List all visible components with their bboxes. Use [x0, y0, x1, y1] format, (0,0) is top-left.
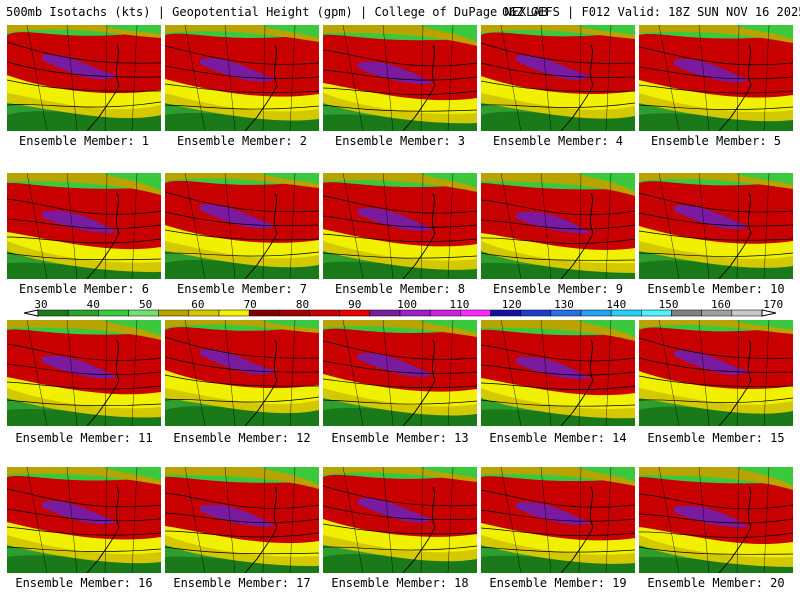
ensemble-member-map [639, 467, 793, 573]
legend-tick-label: 150 [658, 298, 679, 311]
ensemble-member-label: Ensemble Member: 19 [489, 576, 627, 590]
ensemble-member-map [7, 25, 161, 131]
legend-tick-label: 110 [449, 298, 470, 311]
legend-tick-label: 70 [243, 298, 257, 311]
ensemble-member-map [323, 320, 477, 426]
ensemble-member-map [639, 25, 793, 131]
ensemble-member-map [639, 320, 793, 426]
header-right-title: 06Z GEFS | F012 Valid: 18Z SUN NOV 16 20… [502, 5, 800, 19]
legend-tick-label: 100 [397, 298, 418, 311]
ensemble-member-label: Ensemble Member: 20 [647, 576, 785, 590]
legend-tick-label: 60 [191, 298, 205, 311]
ensemble-member-label: Ensemble Member: 11 [15, 431, 153, 445]
ensemble-member-label: Ensemble Member: 6 [18, 282, 150, 296]
legend-tick-label: 90 [348, 298, 362, 311]
ensemble-member-map [481, 467, 635, 573]
ensemble-member-map [481, 173, 635, 279]
ensemble-member-label: Ensemble Member: 13 [331, 431, 469, 445]
ensemble-member-map [481, 25, 635, 131]
legend-tick-label: 120 [501, 298, 522, 311]
ensemble-member-label: Ensemble Member: 15 [647, 431, 785, 445]
ensemble-member-label: Ensemble Member: 2 [176, 134, 308, 148]
ensemble-member-map [7, 173, 161, 279]
ensemble-member-label: Ensemble Member: 4 [492, 134, 624, 148]
legend-tick-label: 140 [606, 298, 627, 311]
ensemble-member-map [481, 320, 635, 426]
legend-tick-label: 160 [710, 298, 731, 311]
ensemble-member-map [323, 25, 477, 131]
ensemble-member-map [7, 467, 161, 573]
ensemble-member-map [165, 25, 319, 131]
ensemble-member-map [7, 320, 161, 426]
ensemble-member-map [639, 173, 793, 279]
ensemble-member-map [165, 320, 319, 426]
ensemble-member-label: Ensemble Member: 14 [489, 431, 627, 445]
ensemble-member-label: Ensemble Member: 7 [176, 282, 308, 296]
legend-max-arrow [761, 309, 777, 317]
legend-tick-label: 170 [763, 298, 784, 311]
ensemble-member-label: Ensemble Member: 1 [18, 134, 150, 148]
ensemble-member-label: Ensemble Member: 16 [15, 576, 153, 590]
ensemble-member-map [165, 173, 319, 279]
ensemble-member-label: Ensemble Member: 18 [331, 576, 469, 590]
header-title: 500mb Isotachs (kts) | Geopotential Heig… [6, 5, 800, 19]
ensemble-member-map [323, 173, 477, 279]
legend-tick-label: 80 [295, 298, 310, 311]
ensemble-member-label: Ensemble Member: 8 [334, 282, 466, 296]
color-scale-legend [23, 309, 777, 317]
ensemble-member-label: Ensemble Member: 10 [647, 282, 785, 296]
ensemble-member-map [165, 467, 319, 573]
legend-tick-label: 50 [138, 298, 153, 311]
ensemble-member-label: Ensemble Member: 9 [492, 282, 624, 296]
ensemble-member-label: Ensemble Member: 5 [650, 134, 782, 148]
ensemble-member-label: Ensemble Member: 12 [173, 431, 311, 445]
ensemble-member-label: Ensemble Member: 3 [334, 134, 466, 148]
legend-tick-label: 40 [86, 298, 100, 311]
ensemble-member-map [323, 467, 477, 573]
header-left-title: 500mb Isotachs (kts) | Geopotential Heig… [6, 5, 548, 19]
legend-tick-label: 130 [554, 298, 574, 311]
legend-tick-label: 30 [34, 298, 48, 311]
ensemble-member-label: Ensemble Member: 17 [173, 576, 311, 590]
